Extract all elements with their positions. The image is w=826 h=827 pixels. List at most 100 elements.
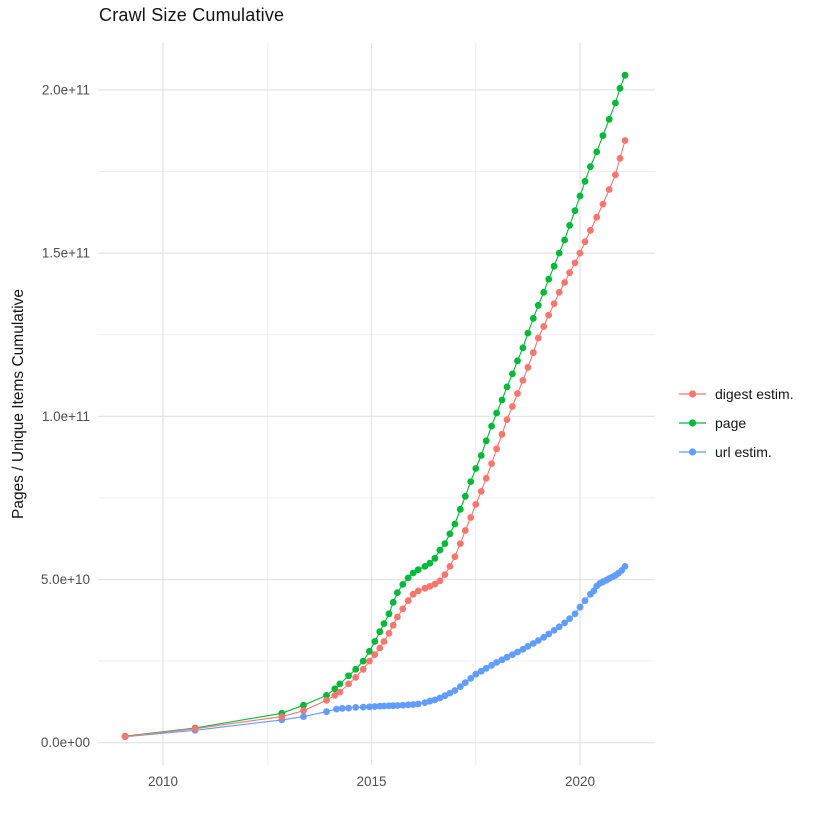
data-point-page — [587, 163, 594, 171]
data-point-url-estim — [503, 653, 511, 661]
data-point-page — [380, 620, 388, 627]
data-point-digest-estim — [461, 527, 469, 534]
data-point-url-estim — [514, 648, 521, 656]
data-point-digest-estim — [482, 474, 490, 482]
data-point-digest-estim — [576, 249, 584, 257]
data-point-url-estim — [461, 679, 469, 686]
data-point-digest-estim — [394, 613, 401, 621]
data-point-digest-estim — [414, 587, 422, 595]
data-point-page — [345, 672, 352, 680]
data-point-digest-estim — [366, 657, 373, 665]
data-point-url-estim — [333, 705, 340, 713]
data-point-url-estim — [509, 651, 516, 658]
data-point-digest-estim — [300, 707, 307, 715]
data-point-page — [482, 437, 490, 445]
data-point-page — [493, 409, 500, 417]
data-point-url-estim — [345, 704, 352, 712]
data-point-digest-estim — [191, 725, 199, 733]
data-point-page — [467, 478, 475, 485]
data-point-page — [616, 84, 624, 92]
data-point-digest-estim — [380, 638, 388, 645]
data-point-url-estim — [529, 640, 537, 647]
data-point-digest-estim — [336, 688, 344, 696]
data-point-page — [514, 357, 521, 365]
data-point-digest-estim — [550, 300, 558, 308]
data-point-url-estim — [561, 619, 568, 627]
data-point-page — [394, 589, 401, 596]
data-point-digest-estim — [376, 644, 384, 652]
data-point-digest-estim — [477, 488, 485, 495]
data-point-page — [456, 505, 464, 513]
data-point-digest-estim — [545, 311, 553, 319]
data-point-digest-estim — [498, 430, 506, 438]
data-point-url-estim — [371, 703, 379, 710]
data-point-digest-estim — [503, 416, 511, 423]
data-point-digest-estim — [389, 621, 397, 629]
data-point-page — [385, 610, 393, 618]
data-point-digest-estim — [371, 651, 379, 658]
y-tick-label: 5.0e+10 — [41, 572, 90, 587]
data-point-digest-estim — [467, 514, 475, 521]
data-point-page — [599, 132, 607, 140]
data-point-page — [477, 452, 485, 459]
data-point-page — [436, 546, 444, 554]
data-point-digest-estim — [571, 259, 579, 267]
data-point-url-estim — [477, 667, 485, 675]
data-point-digest-estim — [441, 571, 449, 578]
data-point-url-estim — [524, 643, 532, 650]
data-point-page — [524, 329, 532, 337]
data-point-digest-estim — [399, 605, 407, 613]
legend-label: url estim. — [715, 443, 772, 460]
data-point-url-estim — [555, 623, 563, 631]
data-point-url-estim — [576, 603, 584, 611]
data-point-url-estim — [456, 683, 464, 690]
data-point-digest-estim — [509, 403, 516, 410]
data-point-url-estim — [380, 702, 388, 710]
data-point-page — [503, 383, 511, 391]
data-point-url-estim — [366, 703, 373, 711]
data-point-digest-estim — [514, 390, 521, 397]
legend-key-icon — [679, 418, 706, 427]
legend-label: page — [715, 414, 747, 431]
data-point-url-estim — [467, 675, 475, 682]
data-point-url-estim — [519, 645, 527, 653]
data-point-url-estim — [394, 702, 401, 709]
data-point-page — [366, 647, 373, 655]
data-point-page — [389, 598, 397, 606]
data-point-digest-estim — [540, 323, 548, 330]
data-point-page — [441, 540, 449, 547]
data-point-page — [593, 148, 601, 156]
data-point-page — [612, 99, 619, 107]
data-point-url-estim — [498, 656, 506, 664]
data-point-digest-estim — [599, 200, 607, 208]
data-point-page — [426, 559, 434, 567]
data-point-page — [331, 685, 339, 693]
x-tick-label: 2010 — [148, 774, 178, 789]
data-point-url-estim — [550, 627, 558, 634]
data-point-page — [581, 177, 589, 185]
data-point-digest-estim — [121, 733, 129, 740]
data-point-digest-estim — [404, 597, 412, 605]
data-point-page — [534, 301, 542, 309]
data-point-url-estim — [621, 563, 629, 570]
data-point-digest-estim — [431, 580, 439, 588]
data-point-url-estim — [566, 615, 573, 623]
data-point-digest-estim — [529, 349, 537, 357]
data-point-digest-estim — [456, 540, 464, 547]
data-point-page — [529, 315, 537, 322]
data-point-url-estim — [451, 687, 459, 694]
data-point-url-estim — [414, 700, 422, 708]
data-point-url-estim — [409, 701, 417, 708]
data-point-url-estim — [300, 713, 307, 720]
data-point-url-estim — [399, 701, 407, 709]
legend: digest estim. page url estim. — [679, 379, 794, 466]
y-tick-label: 1.0e+11 — [42, 409, 90, 424]
data-point-page — [300, 701, 307, 709]
data-point-digest-estim — [409, 590, 417, 598]
data-point-page — [399, 581, 407, 588]
data-point-page — [576, 192, 584, 200]
data-point-url-estim — [493, 659, 500, 666]
y-tick-label: 1.5e+11 — [42, 246, 90, 261]
data-point-page — [545, 275, 553, 283]
